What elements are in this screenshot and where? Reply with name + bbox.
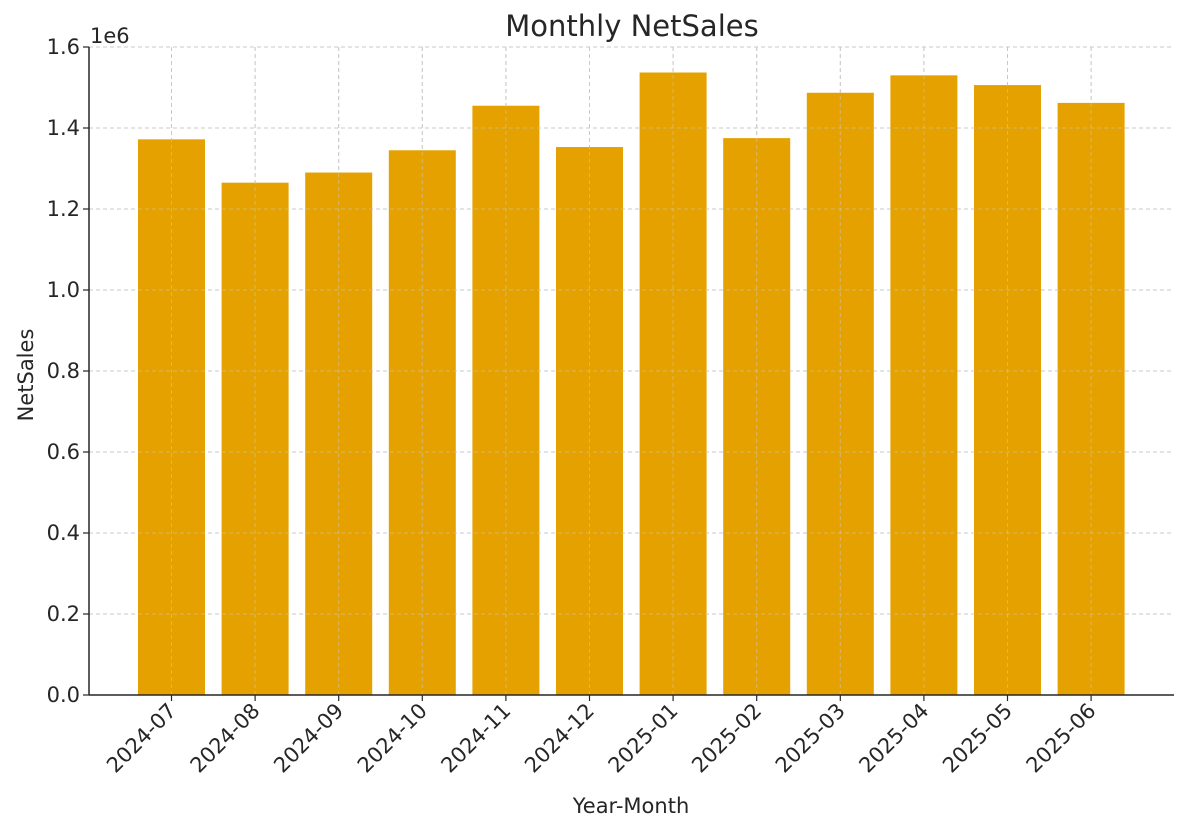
y-axis-label: NetSales xyxy=(14,329,38,422)
x-tick-label: 2024-08 xyxy=(186,699,265,778)
y-tick-label: 0.6 xyxy=(47,440,80,464)
y-tick-label: 1.0 xyxy=(47,278,80,302)
y-tick-label: 0.0 xyxy=(47,683,80,707)
x-tick-label: 2025-03 xyxy=(771,699,850,778)
y-tick-label: 0.8 xyxy=(47,359,80,383)
bar-2025-02 xyxy=(723,138,791,695)
y-tick-label: 1.2 xyxy=(47,197,80,221)
x-tick-label: 2025-04 xyxy=(854,699,933,778)
x-tick-label: 2025-05 xyxy=(938,699,1017,778)
x-tick-label: 2025-06 xyxy=(1022,699,1101,778)
y-scale-label: 1e6 xyxy=(90,24,130,48)
chart-title: Monthly NetSales xyxy=(505,9,758,43)
x-tick-label: 2024-10 xyxy=(353,699,432,778)
y-tick-label: 0.4 xyxy=(47,521,80,545)
y-tick-label: 1.6 xyxy=(47,35,80,59)
y-tick-label: 1.4 xyxy=(47,116,80,140)
bar-2024-10 xyxy=(388,150,456,695)
x-tick-label: 2024-11 xyxy=(436,699,515,778)
x-axis-label: Year-Month xyxy=(572,794,690,818)
x-tick-label: 2025-02 xyxy=(687,699,766,778)
bars-layer xyxy=(89,46,1174,696)
x-tick-label: 2025-01 xyxy=(604,699,683,778)
y-tick-label: 0.2 xyxy=(47,602,80,626)
x-tick-label: 2024-09 xyxy=(269,699,348,778)
x-tick-label: 2024-12 xyxy=(520,699,599,778)
x-tick-label: 2024-07 xyxy=(102,699,181,778)
